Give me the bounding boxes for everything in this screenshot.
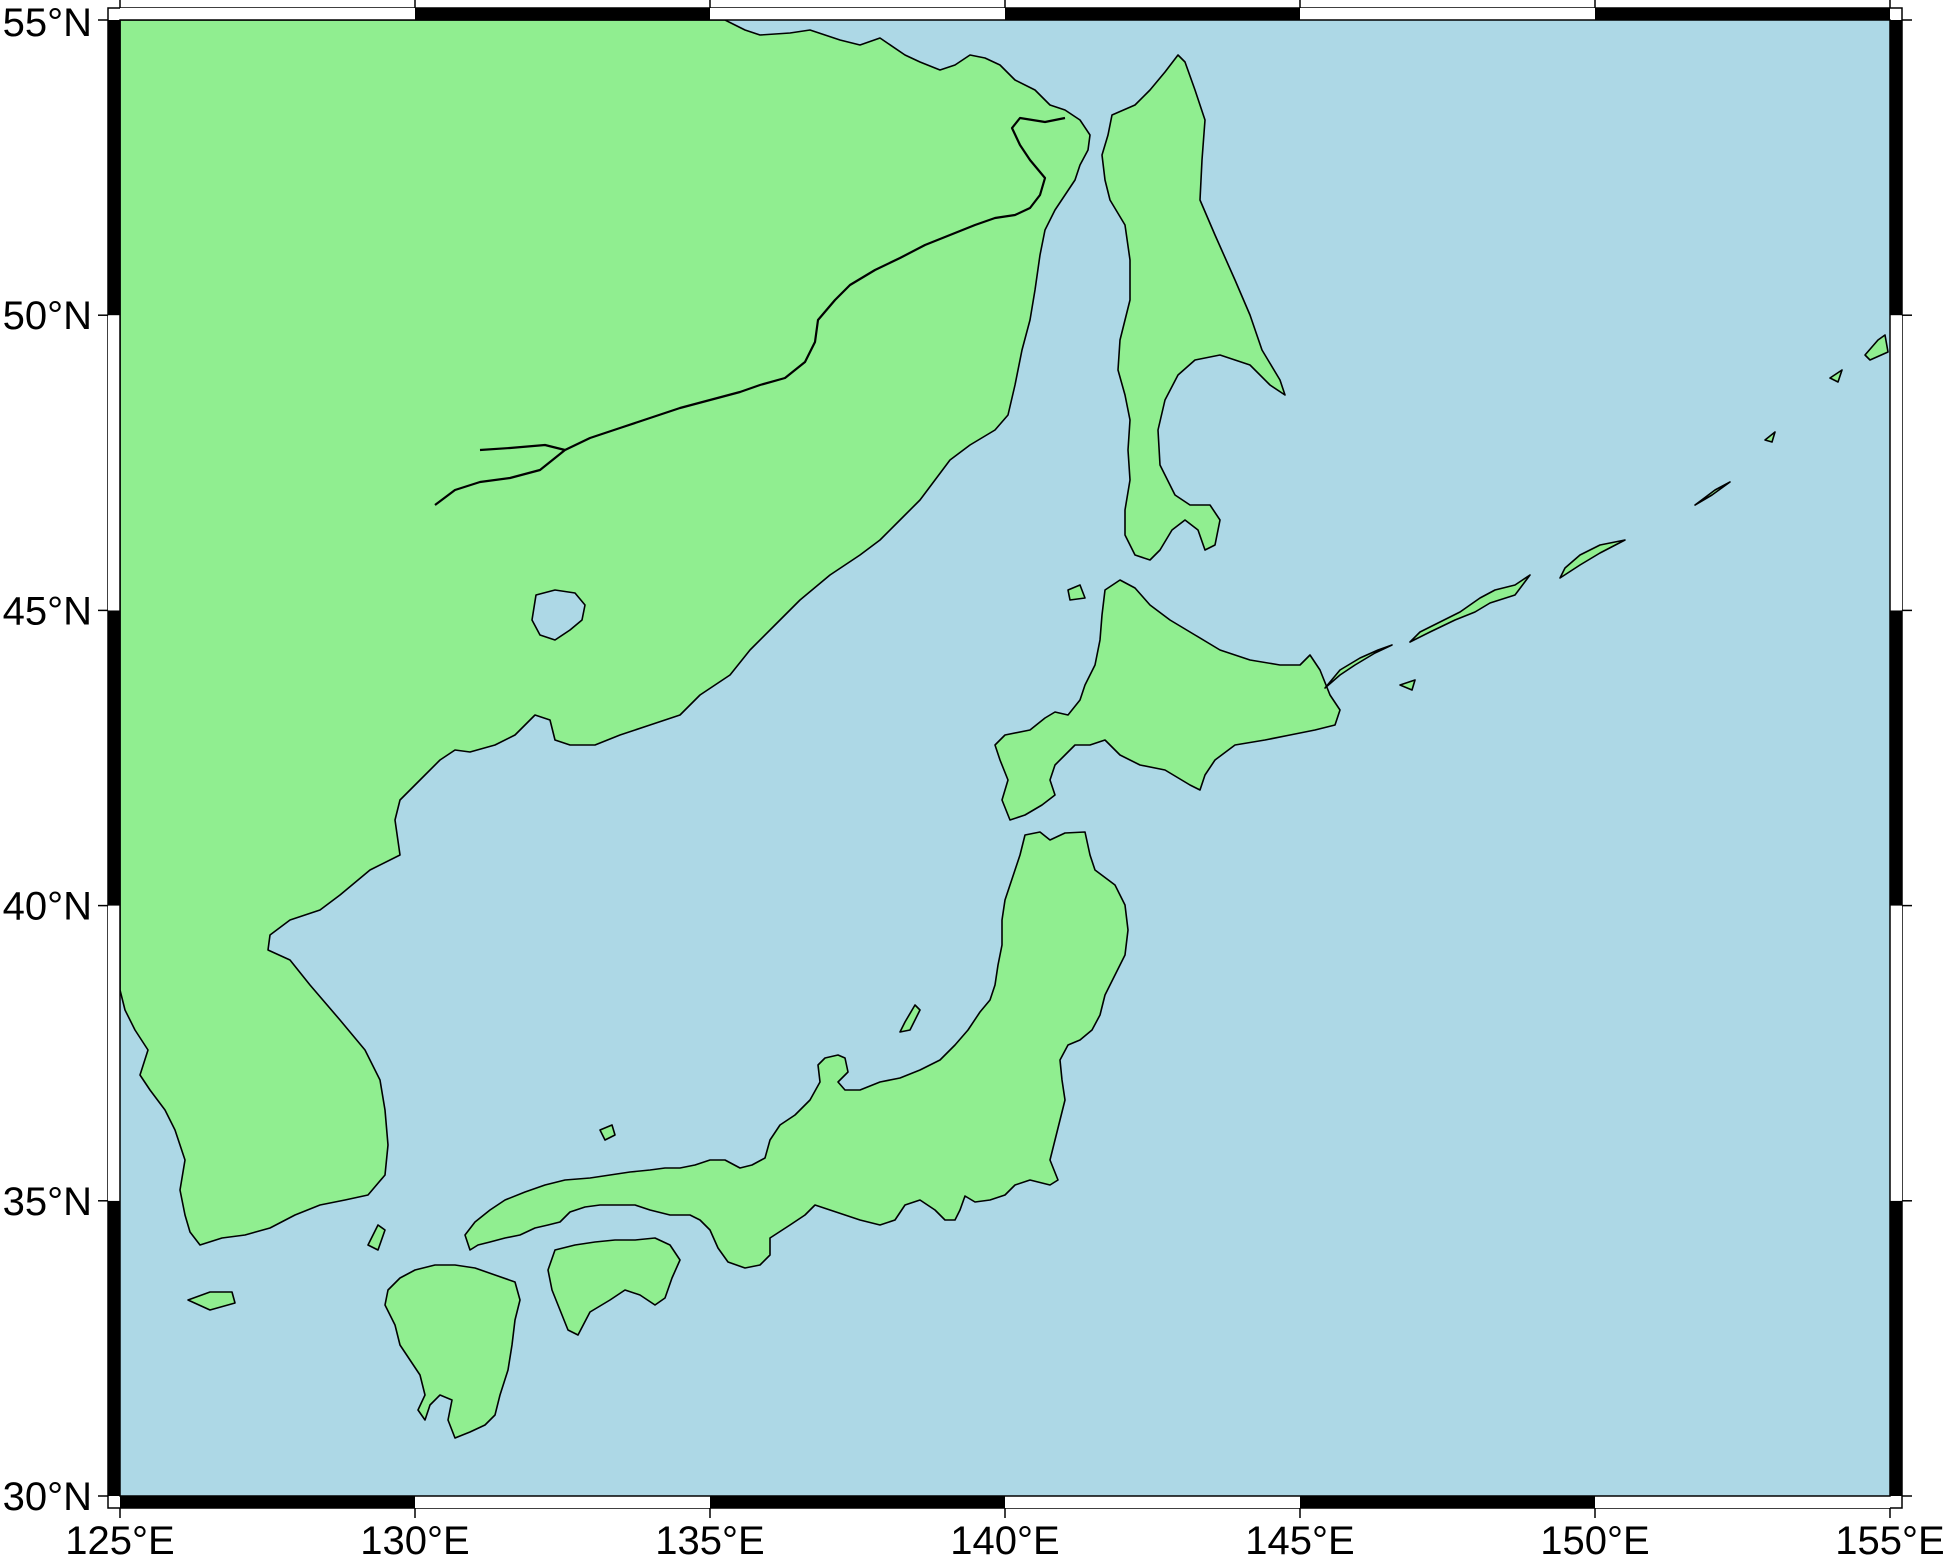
land-layer <box>120 20 1889 1439</box>
tick-marks <box>98 0 1912 1518</box>
frame-bottom-segment <box>1300 1496 1595 1508</box>
frame-top-segment <box>120 8 415 20</box>
amur-river <box>434 116 1066 506</box>
frame-left-segment <box>108 610 120 906</box>
frame-bottom-segment <box>1595 1496 1890 1508</box>
frame-left-segment <box>108 905 120 1201</box>
tsushima-island <box>367 1224 386 1251</box>
shikoku <box>547 1237 681 1336</box>
map-frame-inner <box>119 19 1891 1497</box>
latitude-label-50: 50°N <box>3 294 92 338</box>
longitude-label-130: 130°E <box>360 1519 469 1558</box>
longitude-labels: 125°E 130°E 135°E 140°E 145°E 150°E 155°… <box>65 1519 1944 1558</box>
jeju-island <box>187 1291 236 1311</box>
latitude-labels: 30°N 35°N 40°N 45°N 50°N 55°N <box>3 1 92 1519</box>
kuril-island-2 <box>1694 481 1731 506</box>
honshu <box>464 831 1129 1269</box>
longitude-label-155: 155°E <box>1835 1519 1944 1558</box>
sado-island <box>899 1004 921 1033</box>
kyushu <box>384 1264 521 1439</box>
sakhalin <box>1101 54 1286 561</box>
frame-bottom-segment <box>710 1496 1005 1508</box>
kuril-island-5 <box>1864 334 1889 361</box>
latitude-label-30: 30°N <box>3 1475 92 1519</box>
kunashir-island <box>1324 644 1393 689</box>
frame-right-segment <box>1890 610 1902 906</box>
longitude-label-145: 145°E <box>1245 1519 1354 1558</box>
frame-bottom-segment <box>120 1496 415 1508</box>
frame-bottom-segment <box>1005 1496 1300 1508</box>
map-frame <box>108 8 1902 1508</box>
longitude-label-140: 140°E <box>950 1519 1059 1558</box>
frame-top-segment <box>710 8 1005 20</box>
longitude-label-125: 125°E <box>65 1519 174 1558</box>
amur-river-branch <box>479 443 566 452</box>
frame-right-segment <box>1890 20 1902 316</box>
kuril-island-1 <box>1399 679 1416 691</box>
frame-top-segment <box>1300 8 1595 20</box>
kuril-island-3 <box>1764 431 1776 443</box>
frame-top-segment <box>1595 8 1890 20</box>
frame-top-segment <box>1005 8 1300 20</box>
frame-bottom-segment <box>415 1496 710 1508</box>
rebun-island <box>1067 584 1086 601</box>
frame-right-segment <box>1890 315 1902 611</box>
latitude-label-45: 45°N <box>3 589 92 633</box>
oki-island <box>599 1124 616 1141</box>
latitude-label-40: 40°N <box>3 885 92 929</box>
longitude-label-150: 150°E <box>1540 1519 1649 1558</box>
latitude-label-55: 55°N <box>3 1 92 45</box>
longitude-label-135: 135°E <box>655 1519 764 1558</box>
frame-top-segment <box>415 8 710 20</box>
urup-island <box>1559 539 1626 579</box>
iturup-island <box>1409 574 1531 643</box>
asia-mainland <box>120 20 1091 1246</box>
frame-right-segment <box>1890 905 1902 1201</box>
frame-left-segment <box>108 1200 120 1496</box>
frame-left-segment <box>108 20 120 316</box>
frame-right-segment <box>1890 1200 1902 1496</box>
kuril-island-4 <box>1829 369 1843 383</box>
frame-left-segment <box>108 315 120 611</box>
lake-khanka <box>531 589 586 641</box>
latitude-label-35: 35°N <box>3 1180 92 1224</box>
hokkaido <box>994 579 1341 821</box>
